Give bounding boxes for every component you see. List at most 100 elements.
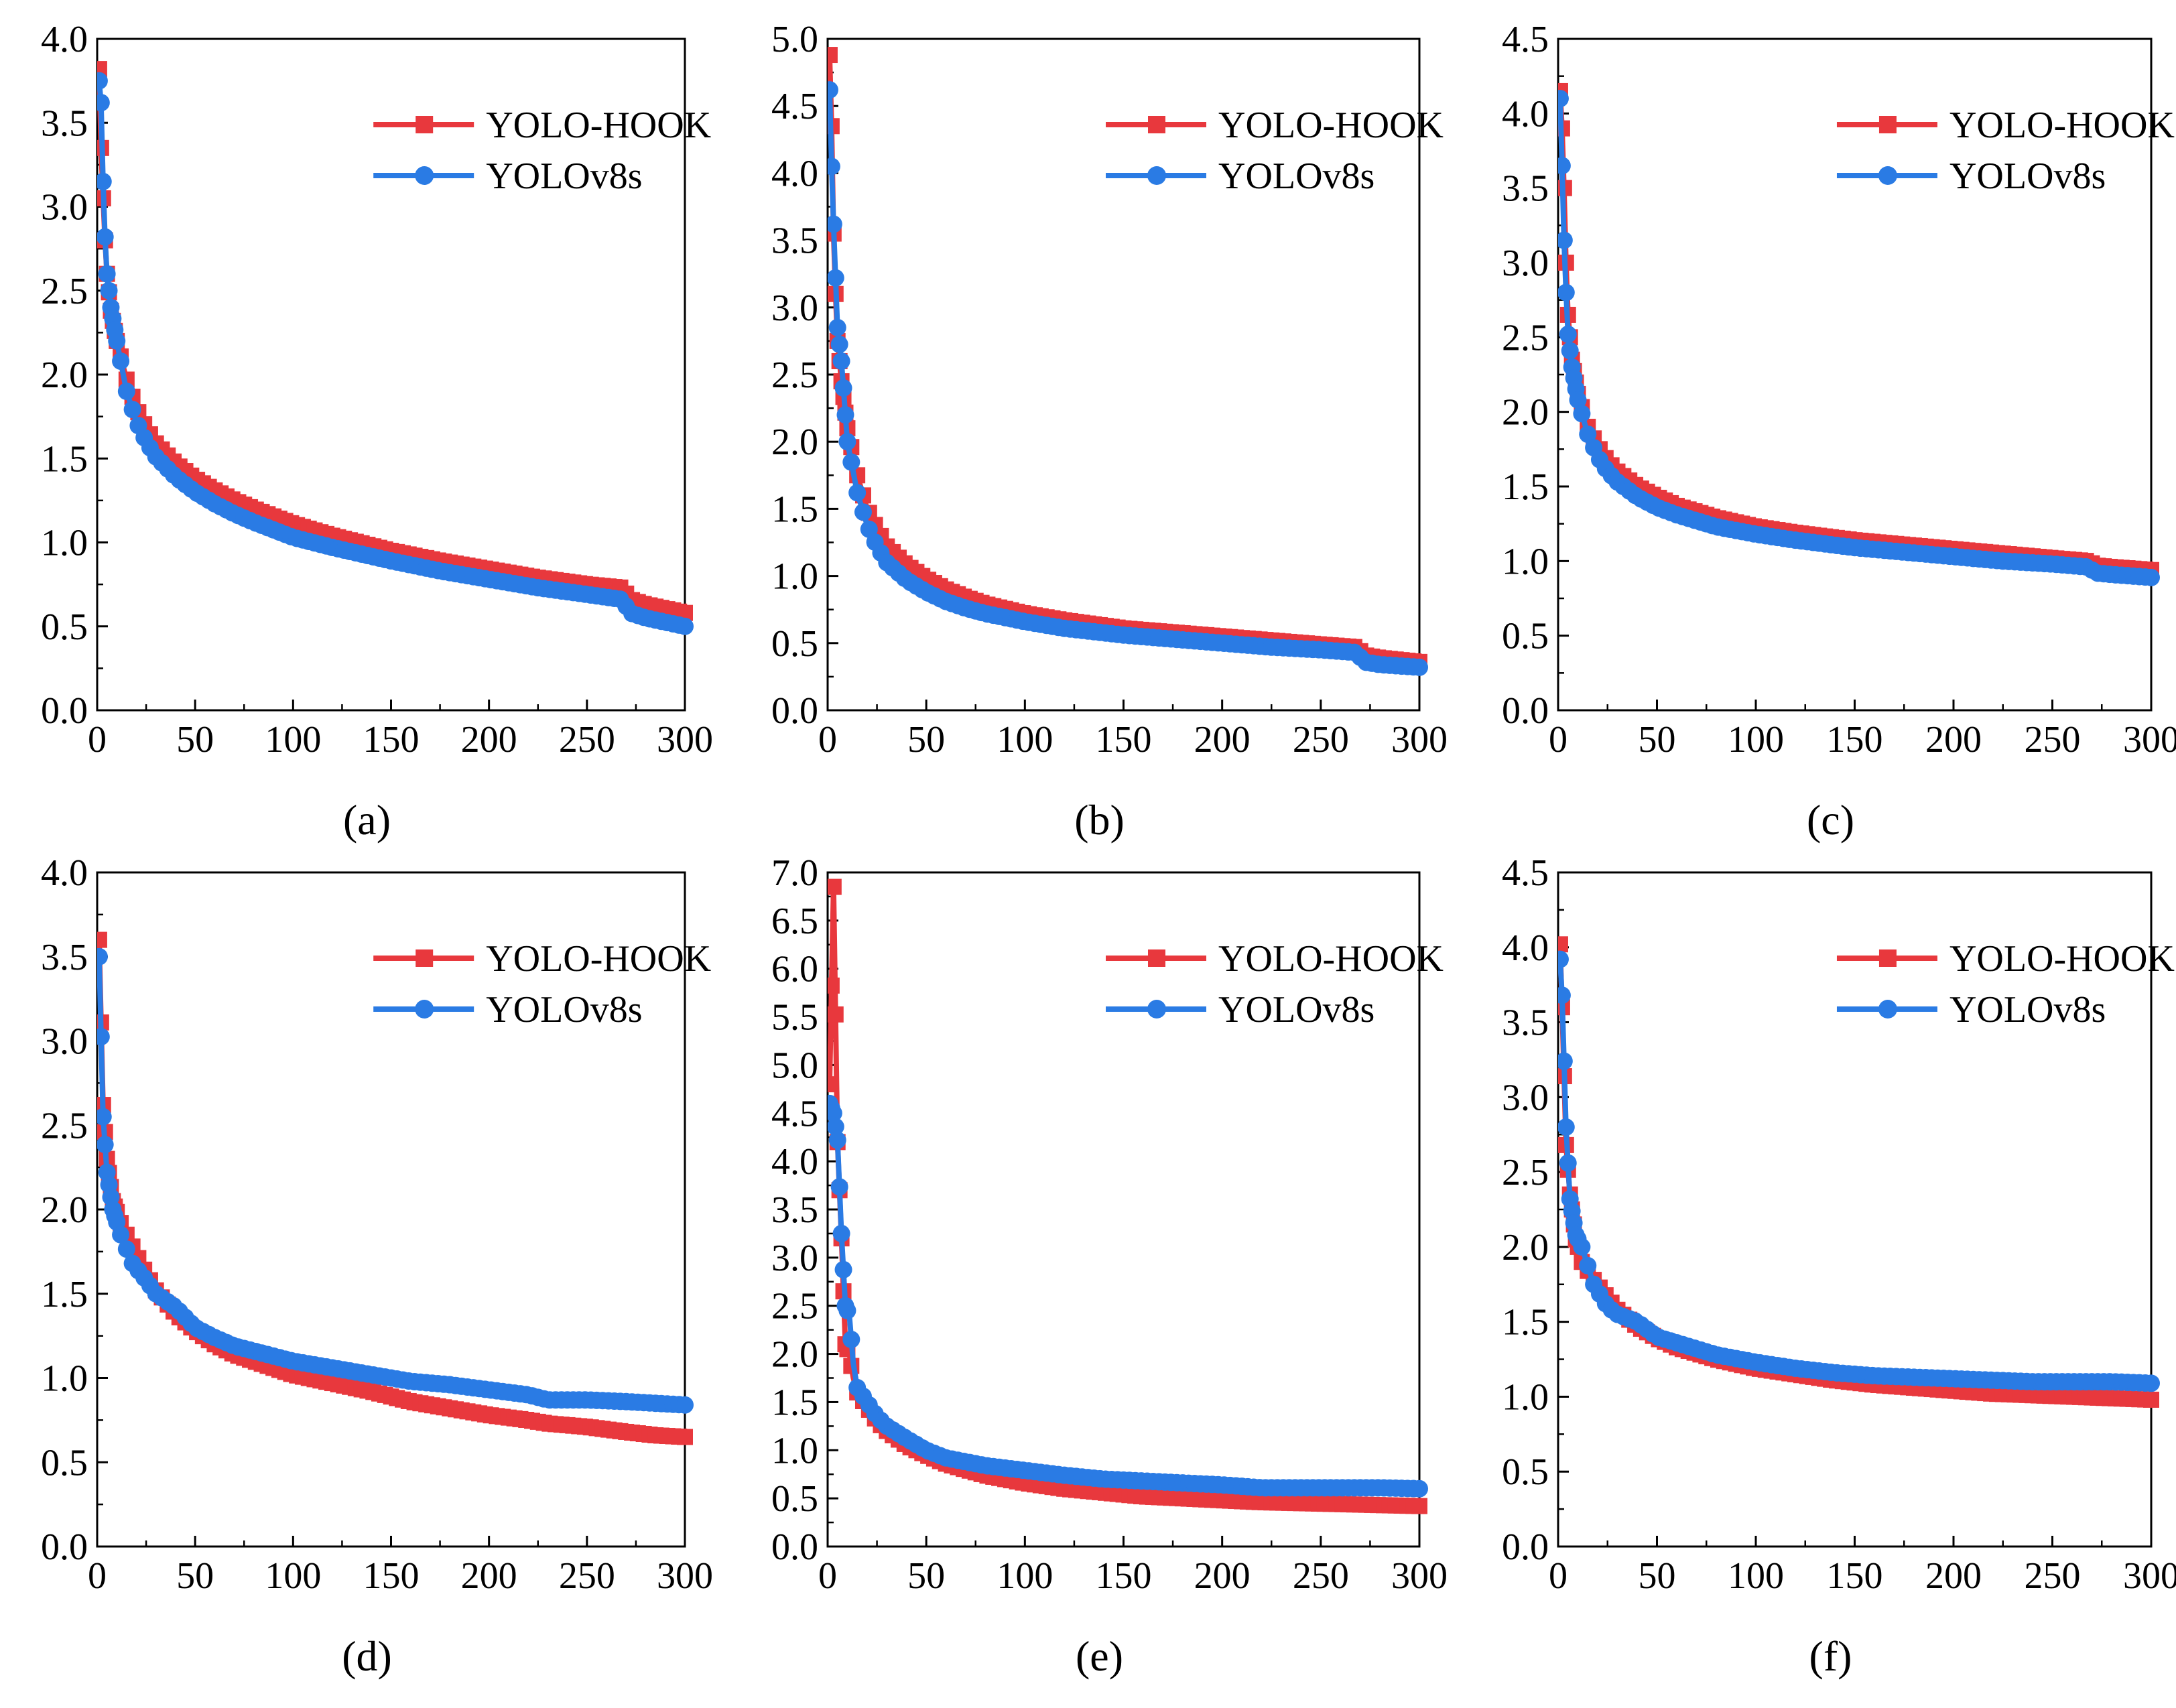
data-point [830,1178,848,1196]
legend-label: YOLO-HOOK [486,105,711,146]
series-yolov8s [1558,90,2160,586]
y-tick-label: 0.5 [771,623,818,665]
y-tick-label: 7.0 [771,852,818,894]
data-point [1411,1480,1428,1498]
y-tick-label: 4.5 [1502,852,1549,894]
data-point [1558,90,1569,108]
legend-label: YOLOv8s [1218,989,1374,1031]
y-tick-label: 4.0 [1502,93,1549,135]
panel-caption: (e) [1076,1632,1123,1680]
data-point [828,1131,846,1149]
data-point [1559,1154,1577,1172]
data-point [117,383,135,401]
data-point [828,1118,844,1136]
legend-marker [1147,1000,1167,1019]
data-point [828,157,840,176]
x-tick-label: 150 [1827,719,1883,761]
x-tick-label: 250 [559,719,615,761]
x-tick-label: 250 [1293,1555,1349,1597]
y-tick-label: 4.0 [41,852,88,894]
legend-marker [1878,116,1897,133]
y-tick-label: 4.0 [771,153,818,194]
y-tick-label: 3.0 [1502,243,1549,284]
legend: YOLO-HOOK YOLOv8s [373,105,711,197]
data-point [828,1104,842,1122]
x-tick-label: 100 [1728,1555,1784,1597]
data-point [836,406,854,424]
legend-label: YOLO-HOOK [1218,938,1444,980]
legend-label: YOLO-HOOK [1949,938,2175,980]
data-point [854,503,872,521]
y-tick-label: 1.5 [771,1382,818,1423]
data-point [1558,936,1568,953]
data-point [112,1226,130,1244]
y-tick-label: 3.5 [41,103,88,144]
data-point [830,335,848,353]
y-tick-label: 2.0 [771,1334,818,1376]
x-tick-label: 300 [1391,1555,1448,1597]
legend-marker [415,116,434,133]
x-tick-label: 100 [265,1555,321,1597]
x-tick-label: 300 [1391,719,1448,761]
y-tick-label: 4.5 [771,86,818,127]
series-line [828,884,1420,1509]
legend: YOLO-HOOK YOLOv8s [1106,105,1444,197]
y-tick-label: 3.0 [41,187,88,228]
x-tick-label: 0 [88,1555,107,1597]
data-point [108,332,126,350]
y-tick-label: 6.5 [771,901,818,942]
y-tick-label: 1.5 [41,438,88,480]
data-point [828,81,838,99]
data-point [1411,658,1428,676]
legend-marker [1147,166,1167,185]
chart-panel-e: 0 50 100 150 200 250 300 0.0 0.5 1.0 1.5 2.0 2.5 3.0 3… [771,852,1448,1680]
x-tick-label: 150 [363,719,420,761]
legend-marker [415,166,434,185]
y-tick-label: 3.5 [1502,168,1549,210]
data-point [123,401,141,419]
data-point [828,47,838,64]
data-point [1558,950,1569,968]
data-point [828,1006,844,1023]
x-tick-label: 50 [1639,1555,1676,1597]
x-tick-label: 50 [907,719,945,761]
data-point [828,977,840,994]
x-tick-label: 200 [1194,719,1251,761]
y-tick-label: 1.5 [1502,1302,1549,1343]
x-tick-label: 200 [1194,1555,1251,1597]
data-point [1558,1118,1575,1136]
data-point [828,878,842,895]
data-point [838,433,856,451]
data-point [97,172,112,190]
y-tick-label: 1.5 [41,1274,88,1315]
y-tick-label: 0.0 [1502,690,1549,732]
y-tick-label: 1.0 [771,1430,818,1471]
data-point [97,72,108,90]
series-yolov8s [97,947,694,1414]
x-tick-label: 200 [1925,719,1982,761]
y-tick-label: 3.5 [771,220,818,262]
data-point [1559,325,1577,343]
data-point [677,1429,693,1445]
data-point [97,1028,110,1046]
y-tick-label: 1.5 [1502,466,1549,508]
data-point [834,1260,852,1278]
y-tick-label: 2.0 [1502,392,1549,434]
y-tick-label: 0.0 [771,1526,818,1568]
y-tick-label: 0.0 [41,690,88,732]
y-tick-label: 6.0 [771,949,818,990]
y-tick-label: 1.0 [41,1358,88,1400]
data-point [2142,568,2160,586]
data-point [97,1108,112,1126]
legend-label: YOLOv8s [1949,155,2106,197]
x-tick-label: 150 [1096,1555,1152,1597]
y-tick-label: 4.0 [771,1141,818,1183]
y-tick-label: 3.0 [1502,1077,1549,1118]
data-point [832,1224,850,1242]
x-tick-label: 200 [461,1555,517,1597]
data-point [1558,986,1571,1004]
x-tick-label: 300 [2123,1555,2176,1597]
chart-panel-c: 0 50 100 150 200 250 300 0.0 0.5 1.0 1.5 2.0 2.5 3.0 3… [1502,19,2176,844]
legend-marker [415,1000,434,1019]
